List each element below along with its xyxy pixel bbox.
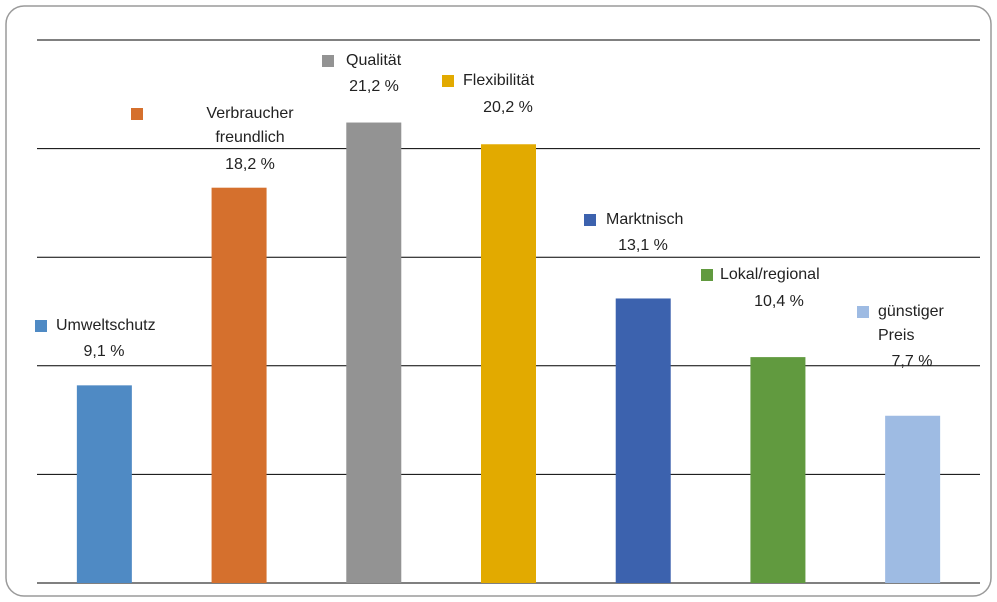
bar <box>346 122 402 583</box>
legend-swatch <box>442 75 454 87</box>
category-label: Umweltschutz <box>56 317 156 334</box>
category-label: Verbraucher freundlich <box>206 105 294 146</box>
legend-swatch <box>131 108 143 120</box>
value-label: 10,4 % <box>754 293 804 310</box>
category-label: Qualität <box>346 52 402 69</box>
value-label: 13,1 % <box>618 237 668 254</box>
legend-swatch <box>584 214 596 226</box>
legend-swatch <box>857 306 869 318</box>
legend-swatch <box>701 269 713 281</box>
category-label: günstiger Preis <box>878 303 944 344</box>
category-label: Marktnisch <box>606 211 683 228</box>
legend-swatch <box>35 320 47 332</box>
value-label: 18,2 % <box>225 156 275 173</box>
bar <box>211 187 267 584</box>
value-label: 9,1 % <box>84 343 125 360</box>
bar <box>76 385 132 583</box>
category-label: Lokal/regional <box>720 266 820 283</box>
bar <box>750 357 806 583</box>
bar <box>615 298 671 583</box>
bar <box>481 144 536 584</box>
category-label: Flexibilität <box>463 72 535 89</box>
legend-swatch <box>322 55 334 67</box>
value-label: 20,2 % <box>483 99 533 116</box>
bar <box>885 415 941 583</box>
value-label: 21,2 % <box>349 78 399 95</box>
value-label: 7,7 % <box>892 353 933 370</box>
